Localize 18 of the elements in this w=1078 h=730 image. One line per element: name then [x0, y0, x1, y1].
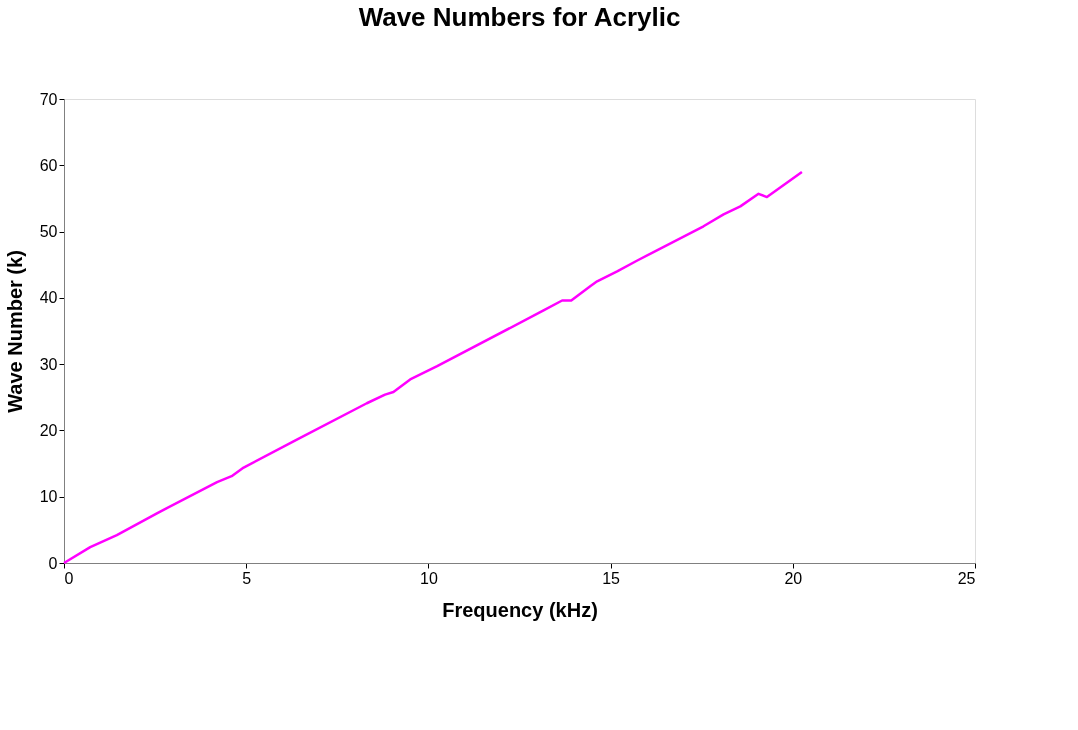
x-tick-label: 5 [242, 569, 252, 587]
chart-title: Wave Numbers for Acrylic [358, 2, 681, 32]
y-tick-label: 30 [39, 355, 58, 373]
y-tick-label: 50 [39, 223, 58, 241]
y-axis-title: Wave Number (k) [3, 250, 26, 413]
y-tick-label: 40 [39, 289, 58, 307]
x-axis-title: Frequency (kHz) [442, 598, 598, 621]
x-tick-label: 20 [784, 569, 803, 587]
y-tick-label: 0 [48, 554, 58, 572]
x-tick-label: 15 [602, 569, 621, 587]
x-tick-label: 10 [420, 569, 438, 587]
y-tick-label: 70 [39, 90, 58, 108]
y-tick-label: 60 [39, 156, 58, 174]
x-tick-label: 0 [64, 569, 74, 587]
y-tick-label: 10 [39, 488, 58, 506]
y-tick-label: 20 [39, 421, 58, 439]
x-tick-label: 25 [957, 569, 976, 587]
line-series [62, 170, 804, 565]
